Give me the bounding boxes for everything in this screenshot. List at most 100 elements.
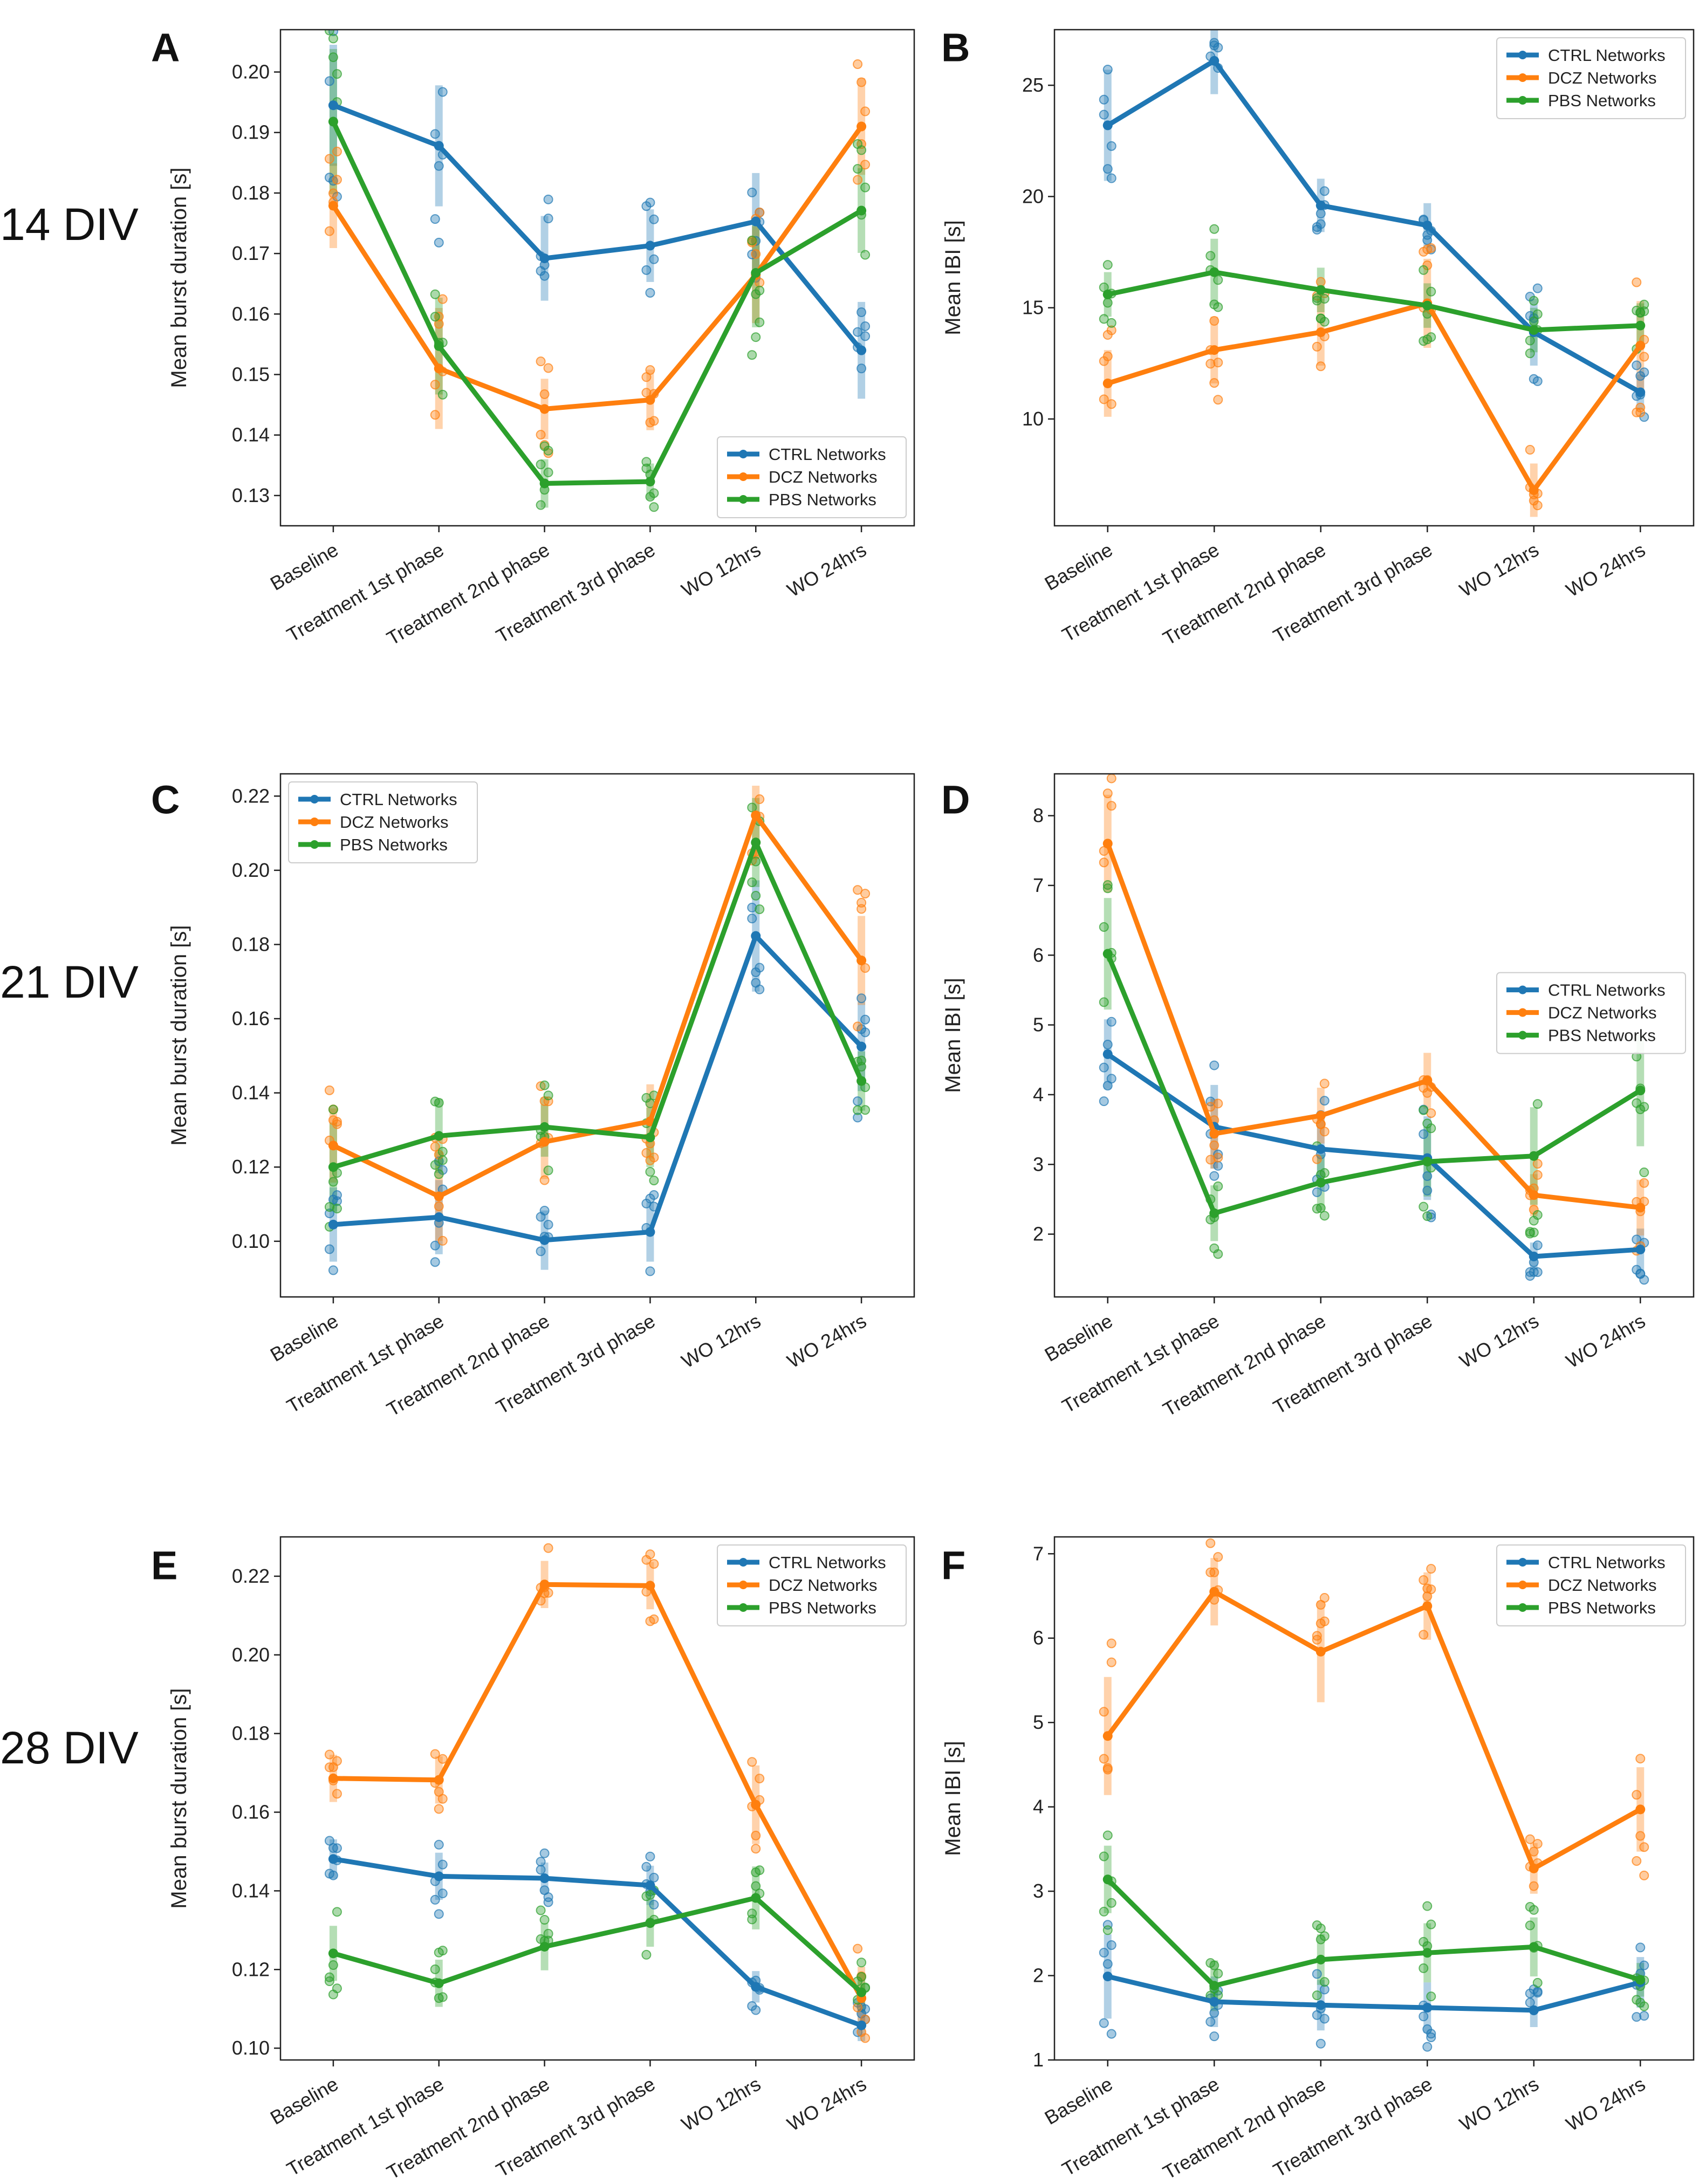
data-point — [1213, 1968, 1223, 1979]
y-tick-label: 6 — [1033, 1627, 1044, 1649]
data-point — [1422, 1591, 1433, 1602]
data-point — [755, 984, 765, 994]
data-point — [1532, 1170, 1543, 1180]
x-tick-label: Baseline — [1041, 538, 1116, 595]
mean-marker — [539, 1873, 550, 1884]
mean-marker — [1102, 1972, 1113, 1982]
data-point — [747, 914, 757, 924]
mean-marker — [1422, 2003, 1433, 2013]
legend-marker — [1518, 1558, 1527, 1567]
chart-panel-a: A 0.13 0.14 0.15 0.16 0.17 0.18 0.19 0.20 Baselin… — [151, 25, 915, 649]
mean-marker — [645, 477, 655, 487]
mean-marker — [1209, 267, 1220, 277]
data-point — [324, 1085, 334, 1095]
data-point — [328, 1177, 338, 1187]
legend: CTRL Networks DCZ Networks PBS Networks — [288, 781, 478, 863]
legend-label: DCZ Networks — [769, 468, 878, 486]
data-point — [641, 457, 652, 467]
data-point — [1635, 1268, 1646, 1279]
data-point — [1422, 235, 1433, 245]
data-point — [536, 1212, 546, 1222]
data-point — [755, 317, 765, 327]
data-point — [536, 430, 546, 440]
x-tick-label: Baseline — [1041, 2072, 1116, 2129]
panel-letter: D — [941, 778, 970, 822]
mean-marker — [1209, 1587, 1220, 1597]
data-point — [539, 1848, 550, 1858]
y-tick-label: 0.22 — [232, 1565, 270, 1587]
data-point — [1099, 1707, 1109, 1717]
y-tick-label: 0.14 — [232, 1879, 270, 1901]
data-point — [1209, 1243, 1220, 1253]
data-point — [755, 278, 765, 288]
data-point — [1525, 1997, 1535, 2008]
y-axis-label: Mean burst duration [s] — [167, 167, 191, 388]
data-point — [1422, 1211, 1433, 1221]
mean-marker — [645, 1880, 655, 1891]
data-point — [1426, 1919, 1436, 1929]
mean-marker — [539, 1122, 550, 1132]
data-point — [1639, 367, 1649, 377]
data-point — [1102, 164, 1113, 174]
data-point — [857, 904, 867, 914]
data-point — [641, 1148, 652, 1158]
mean-marker — [328, 1219, 338, 1230]
data-point — [1419, 1201, 1429, 1212]
y-tick-label: 0.20 — [232, 859, 270, 881]
data-point — [1532, 1240, 1543, 1251]
plot-area — [324, 786, 871, 1276]
mean-marker — [751, 811, 761, 821]
mean-marker — [328, 116, 338, 127]
y-tick-label: 0.10 — [232, 1230, 270, 1252]
data-point — [1319, 294, 1330, 304]
data-point — [1319, 1977, 1330, 1987]
data-point — [641, 265, 652, 275]
data-point — [641, 1862, 652, 1872]
data-point — [1099, 314, 1109, 324]
data-point — [1106, 801, 1116, 811]
data-point — [1213, 302, 1223, 312]
data-point — [328, 33, 338, 44]
legend-box — [1496, 1544, 1686, 1626]
data-point — [755, 285, 765, 296]
data-point — [1106, 318, 1116, 328]
mean-marker — [857, 1041, 867, 1052]
y-axis-label: Mean IBI [s] — [941, 1741, 965, 1856]
data-point — [1106, 173, 1116, 183]
data-point — [1209, 2031, 1220, 2042]
data-point — [645, 197, 655, 208]
data-point — [1312, 1634, 1322, 1645]
data-point — [536, 356, 546, 367]
data-point — [328, 1870, 338, 1880]
y-tick-label: 0.16 — [232, 1801, 270, 1823]
data-point — [437, 1859, 448, 1870]
mean-marker — [328, 201, 338, 211]
data-point — [649, 214, 659, 224]
data-point — [1102, 880, 1113, 890]
data-point — [649, 1152, 659, 1163]
data-point — [539, 1080, 550, 1090]
y-tick-label: 0.13 — [232, 484, 270, 506]
data-point — [324, 1749, 334, 1760]
mean-marker — [328, 1854, 338, 1864]
data-point — [1102, 1925, 1113, 1935]
data-point — [1319, 1984, 1330, 1995]
data-point — [1422, 2042, 1433, 2052]
y-tick-label: 0.20 — [232, 1644, 270, 1666]
mean-marker — [1209, 56, 1220, 66]
data-point — [434, 1201, 444, 1211]
mean-marker — [1635, 1975, 1646, 1985]
mean-marker — [857, 956, 867, 966]
legend-box — [717, 436, 907, 518]
x-tick-label: WO 24hrs — [1562, 538, 1649, 601]
data-point — [1635, 1754, 1646, 1764]
data-point — [1639, 306, 1649, 317]
data-point — [860, 250, 871, 260]
mean-marker — [1102, 289, 1113, 299]
data-point — [857, 307, 867, 318]
legend-marker — [739, 1558, 748, 1567]
mean-marker — [328, 1162, 338, 1172]
plot-area — [1099, 30, 1649, 517]
mean-marker — [1102, 1731, 1113, 1741]
